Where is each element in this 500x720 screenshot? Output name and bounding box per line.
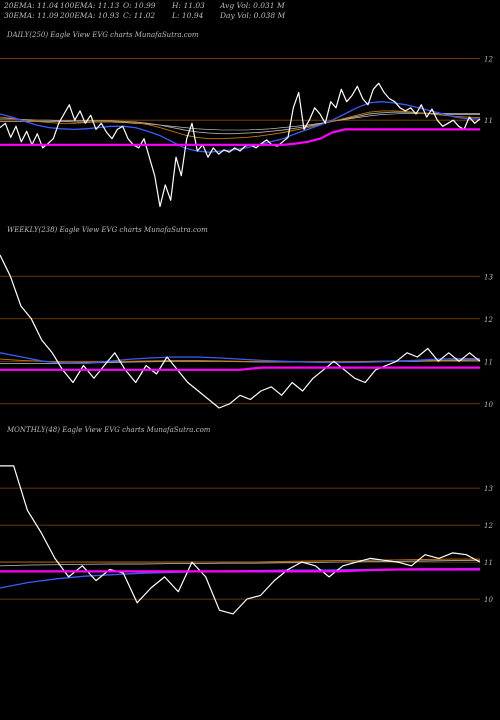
y-tick-label: 11 [484,559,493,567]
panel-label-daily: DAILY(250) Eagle View EVG charts MunafaS… [6,31,199,39]
stat-20ema: 20EMA: 11.04 [3,1,59,10]
series-price-line [0,82,481,208]
series-support-line [0,128,480,146]
y-tick-label: 10 [484,596,493,604]
y-tick-label: 10 [484,401,493,409]
series-ema-orange-line [0,110,481,140]
stat-200ema: 200EMA: 10.93 [59,11,119,20]
stat-100ema: 100EMA: 11.13 [60,1,119,10]
y-tick-label: 12 [484,316,493,324]
y-tick-label: 13 [484,485,493,493]
stat-close: C: 11.02 [123,11,155,20]
panel-monthly: 13 12 11 10 [0,465,493,615]
panel-label-weekly: WEEKLY(238) Eagle View EVG charts Munafa… [7,226,208,234]
series-ema-orange-line [0,558,480,563]
stat-open: O: 10.99 [123,1,156,10]
series-price-line [0,465,481,615]
stat-high: H: 11.03 [171,1,205,10]
stat-day-vol: Day Vol: 0.038 M [219,11,286,20]
stat-low: L: 10.94 [171,11,204,20]
series-ema-fast-line [0,101,480,153]
series-ema-grey-line [0,111,480,135]
stat-avg-vol: Avg Vol: 0.031 M [219,1,285,10]
panel-daily: 12 11 [0,56,493,208]
chart-panels: 12 11 13 12 11 10 13 12 11 10 [0,56,493,615]
y-tick-label: 13 [484,273,493,281]
header-stats: 20EMA: 11.04 100EMA: 11.13 O: 10.99 H: 1… [3,1,286,20]
y-tick-label: 12 [484,56,493,64]
panel-weekly: 13 12 11 10 [0,254,493,409]
series-support-line [0,366,480,371]
series-ema-grey-line [0,559,481,567]
y-tick-label: 11 [484,117,493,125]
series-ema-white-thin-line [0,113,480,131]
y-tick-label: 11 [484,358,493,366]
y-tick-label: 12 [484,522,493,530]
stat-30ema: 30EMA: 11.09 [4,11,59,20]
series-price-line [0,254,481,409]
series-support-line [0,568,480,573]
panel-label-monthly: MONTHLY(48) Eagle View EVG charts Munafa… [6,426,211,434]
series-ema-fast-line [0,352,480,365]
